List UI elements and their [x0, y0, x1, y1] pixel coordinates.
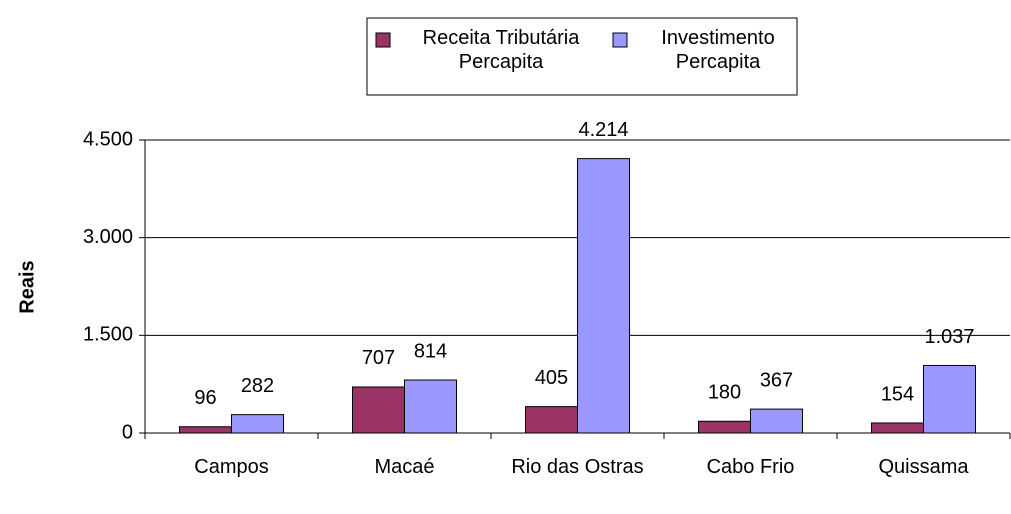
value-label: 180	[708, 382, 741, 404]
legend-swatch	[375, 32, 391, 48]
value-label: 4.214	[578, 119, 628, 141]
x-tick-label: Campos	[194, 456, 269, 478]
value-label: 707	[362, 347, 395, 369]
bar	[923, 364, 976, 434]
bar	[231, 414, 284, 434]
y-tick-label: 1.500	[83, 324, 133, 346]
y-tick-label: 0	[122, 421, 133, 443]
bar	[750, 408, 803, 434]
y-axis-label: Reais	[16, 260, 38, 313]
bar	[525, 406, 578, 434]
value-label: 282	[241, 375, 274, 397]
bar	[179, 426, 232, 434]
legend-label: Investimento Percapita	[661, 27, 775, 73]
bar	[404, 379, 457, 434]
value-label: 814	[414, 340, 447, 362]
bar	[698, 420, 751, 434]
bar	[352, 386, 405, 434]
x-tick-label: Rio das Ostras	[511, 456, 644, 478]
legend-box	[366, 17, 798, 96]
value-label: 96	[194, 387, 216, 409]
legend-label: Receita Tributária Percapita	[422, 27, 580, 73]
value-label: 1.037	[924, 326, 974, 348]
value-label: 154	[881, 383, 914, 405]
value-label: 405	[535, 367, 568, 389]
x-tick-label: Cabo Frio	[706, 456, 795, 478]
value-label: 367	[760, 369, 793, 391]
x-tick-label: Quissama	[878, 456, 969, 478]
legend-swatch	[612, 32, 628, 48]
bar	[871, 422, 924, 434]
y-tick-label: 3.000	[83, 226, 133, 248]
x-tick-label: Macaé	[374, 456, 435, 478]
y-tick-label: 4.500	[83, 128, 133, 150]
bar	[577, 158, 630, 434]
